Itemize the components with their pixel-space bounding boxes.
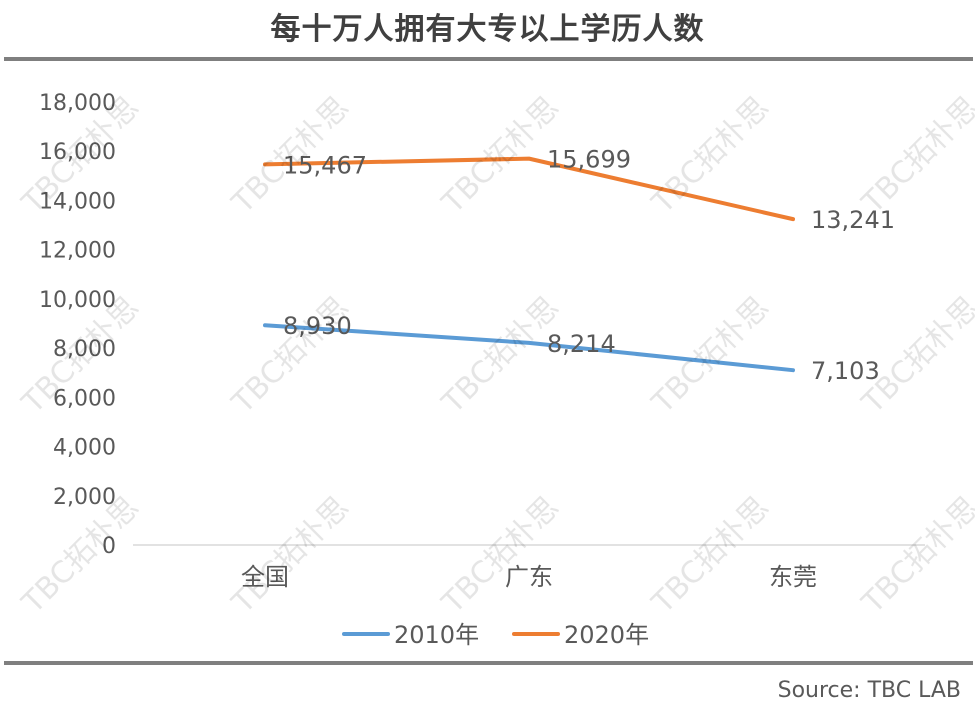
x-tick-label: 广东 [505,563,553,591]
x-tick-label: 东莞 [769,563,817,591]
y-tick-label: 4,000 [53,436,116,461]
data-label: 8,930 [283,312,352,340]
top-divider [4,57,973,61]
y-tick-label: 8,000 [53,337,116,362]
y-tick-label: 16,000 [39,140,116,165]
x-tick-label: 全国 [241,563,289,591]
bottom-divider [4,661,973,665]
y-tick-label: 14,000 [39,189,116,214]
data-label: 13,241 [811,206,895,234]
data-label: 7,103 [811,357,880,385]
data-label: 8,214 [547,330,616,358]
data-label: 15,699 [547,146,631,174]
data-label: 15,467 [283,151,367,179]
series-line-2 [263,156,795,222]
y-tick-label: 6,000 [53,386,116,411]
legend-label-1: 2010年 [394,621,479,649]
legend-label-2: 2020年 [564,621,649,649]
y-tick-label: 18,000 [39,91,116,116]
y-tick-label: 0 [102,534,116,559]
y-tick-label: 12,000 [39,239,116,264]
y-tick-label: 10,000 [39,288,116,313]
series-line-1 [263,323,795,373]
chart-title: 每十万人拥有大专以上学历人数 [270,12,705,47]
source-label: Source: TBC LAB [777,678,961,703]
y-tick-label: 2,000 [53,485,116,510]
